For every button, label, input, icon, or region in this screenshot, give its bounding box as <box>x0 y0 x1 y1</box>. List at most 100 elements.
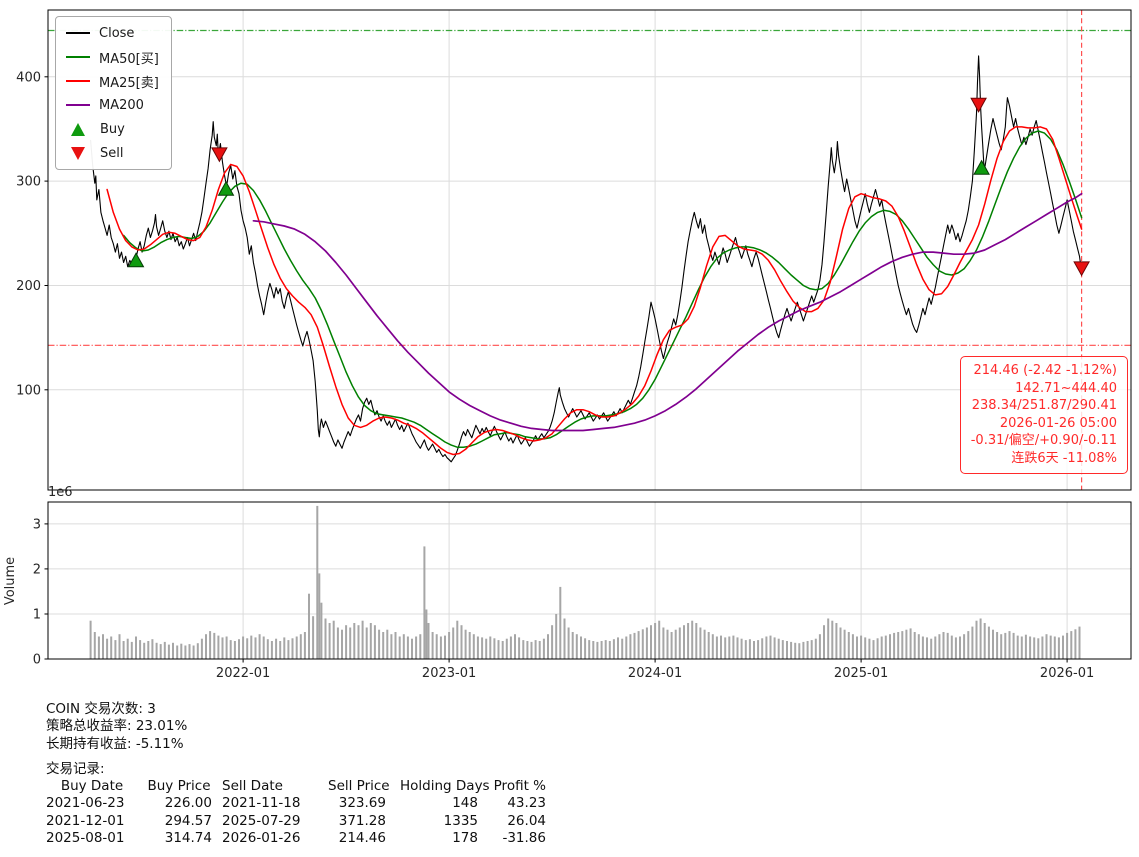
volume-bar <box>481 637 484 659</box>
volume-bar <box>847 632 850 659</box>
trade-cell: 294.57 <box>164 812 212 829</box>
volume-bar <box>1012 632 1015 659</box>
trade-table-header: Buy Date Buy Price Sell Date Sell Price Hold… <box>46 778 562 795</box>
legend-item-buy: Buy <box>66 120 159 138</box>
legend-label-ma50: MA50[买] <box>99 51 159 67</box>
volume-bar <box>967 631 970 659</box>
volume-bar <box>464 629 467 659</box>
volume-bar <box>790 641 793 659</box>
ytick-label-volume: 2 <box>33 562 41 577</box>
volume-bar <box>163 641 166 659</box>
trade-cell: -31.86 <box>502 830 546 847</box>
volume-bar <box>889 634 891 659</box>
volume-bar <box>254 637 257 659</box>
trade-row: 2021-12-01 294.57 2025-07-29 371.28 1335 26.0… <box>46 813 562 830</box>
volume-bar <box>860 635 863 659</box>
close-line-swatch <box>66 32 90 34</box>
volume-bar <box>608 641 611 659</box>
volume-bar <box>691 620 694 659</box>
series-ma25 <box>106 126 1083 456</box>
trade-cell: 1335 <box>443 812 478 829</box>
legend-item-ma50: MA50[买] <box>66 48 159 67</box>
volume-bar <box>489 636 492 659</box>
volume-bar <box>683 625 685 659</box>
volume-bar <box>930 638 933 659</box>
volume-bar <box>715 636 718 659</box>
volume-bar <box>1062 635 1064 659</box>
volume-bar <box>522 640 525 659</box>
volume-bar <box>753 641 755 659</box>
volume-bar <box>658 620 661 659</box>
volume-bar <box>448 632 451 659</box>
volume-bar <box>551 625 554 659</box>
trade-cell: 314.74 <box>164 830 212 847</box>
xtick-label: 2022-01 <box>216 666 270 681</box>
volume-bar <box>266 639 269 659</box>
volume-bar <box>1020 636 1023 659</box>
volume-bar <box>303 632 306 659</box>
volume-bar <box>411 638 413 659</box>
volume-bar <box>905 629 908 659</box>
trade-cell: 226.00 <box>164 795 212 812</box>
volume-bar <box>328 623 331 659</box>
volume-bar <box>373 625 376 659</box>
volume-bar <box>724 637 727 659</box>
volume-bar <box>1053 636 1056 659</box>
volume-bar <box>97 636 100 659</box>
volume-bar <box>505 638 508 659</box>
volume-bar <box>250 635 253 659</box>
volume-bar <box>316 505 319 659</box>
main-axes-frame <box>47 9 1132 491</box>
volume-bar <box>926 637 928 659</box>
volume-axes-frame <box>47 501 1132 660</box>
volume-bar <box>1004 632 1007 659</box>
volume-bar <box>987 626 990 659</box>
volume-bar <box>423 546 426 659</box>
series-ma200 <box>252 192 1083 432</box>
volume-bar <box>213 632 216 659</box>
annotation-line-price: 214.46 (-2.42 -1.12%) <box>973 363 1117 378</box>
volume-bar <box>612 639 615 659</box>
ytick-label-main: 300 <box>16 175 41 190</box>
ytick-label-main: 200 <box>16 279 41 294</box>
volume-bar <box>864 637 867 659</box>
volume-bar <box>650 625 652 659</box>
volume-bar <box>143 642 146 659</box>
volume-bar <box>419 634 422 659</box>
trade-cell: 2021-11-18 <box>222 795 301 812</box>
volume-bar <box>270 641 273 659</box>
volume-bar <box>921 636 924 659</box>
volume-bar <box>806 641 809 659</box>
volume-bar <box>728 636 731 659</box>
volume-bar <box>839 627 842 659</box>
volume-bar <box>687 623 690 659</box>
sell-marker <box>1073 261 1090 277</box>
volume-bar <box>662 627 665 659</box>
volume-bar <box>192 645 195 659</box>
volume-bar <box>559 586 562 659</box>
volume-bar <box>444 635 446 659</box>
volume-bar <box>369 623 372 659</box>
volume-bar <box>946 632 949 659</box>
volume-bar <box>843 629 846 659</box>
trade-row: 2025-08-01 314.74 2026-01-26 214.46 178 -31.8… <box>46 830 562 847</box>
volume-bar <box>765 636 768 659</box>
volume-bar <box>341 629 343 659</box>
volume-bar <box>287 640 290 659</box>
volume-bar <box>534 640 537 659</box>
trade-cell: 2025-07-29 <box>222 812 301 829</box>
volume-bar <box>435 634 438 659</box>
buy-marker <box>217 180 235 196</box>
volume-bar <box>147 641 150 659</box>
volume-bar <box>357 625 360 659</box>
volume-bar <box>604 640 607 659</box>
volume-bar <box>472 634 475 659</box>
volume-axis-label: Volume <box>3 557 18 605</box>
volume-bar <box>398 636 401 659</box>
volume-bar <box>221 637 224 659</box>
sell-marker <box>970 97 987 113</box>
volume-bar <box>538 641 541 659</box>
volume-bar <box>1029 636 1032 659</box>
trade-col-header: Sell Price <box>328 778 390 795</box>
